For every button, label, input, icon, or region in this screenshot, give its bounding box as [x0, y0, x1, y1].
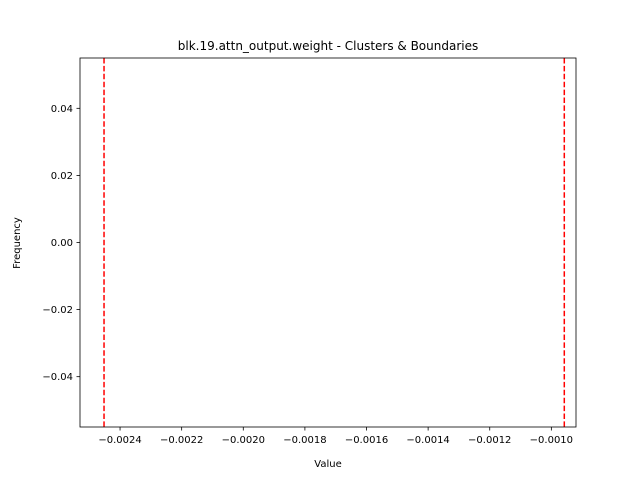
x-tick-label: −0.0022 — [160, 435, 203, 446]
y-tick-label: −0.02 — [42, 305, 73, 316]
chart-title: blk.19.attn_output.weight - Clusters & B… — [178, 39, 478, 53]
y-tick-label: −0.04 — [42, 372, 73, 383]
x-tick-label: −0.0014 — [406, 435, 449, 446]
x-axis-label: Value — [314, 459, 341, 470]
x-tick-label: −0.0018 — [283, 435, 326, 446]
x-tick-label: −0.0012 — [468, 435, 511, 446]
y-tick-label: 0.02 — [51, 171, 73, 182]
boundary-lines — [103, 58, 566, 427]
x-tick-label: −0.0016 — [345, 435, 388, 446]
x-tick-label: −0.0024 — [98, 435, 141, 446]
y-tick-label: 0.00 — [51, 238, 73, 249]
x-axis: −0.0024 −0.0022 −0.0020 −0.0018 −0.0016 −0.00… — [98, 427, 573, 446]
y-tick-label: 0.04 — [51, 104, 73, 115]
y-axis-label: Frequency — [12, 217, 23, 269]
x-tick-label: −0.0020 — [222, 435, 265, 446]
axes-frame — [79, 57, 577, 428]
x-tick-label: −0.0010 — [530, 435, 573, 446]
y-axis: 0.04 0.02 0.00 −0.02 −0.04 — [42, 104, 80, 383]
